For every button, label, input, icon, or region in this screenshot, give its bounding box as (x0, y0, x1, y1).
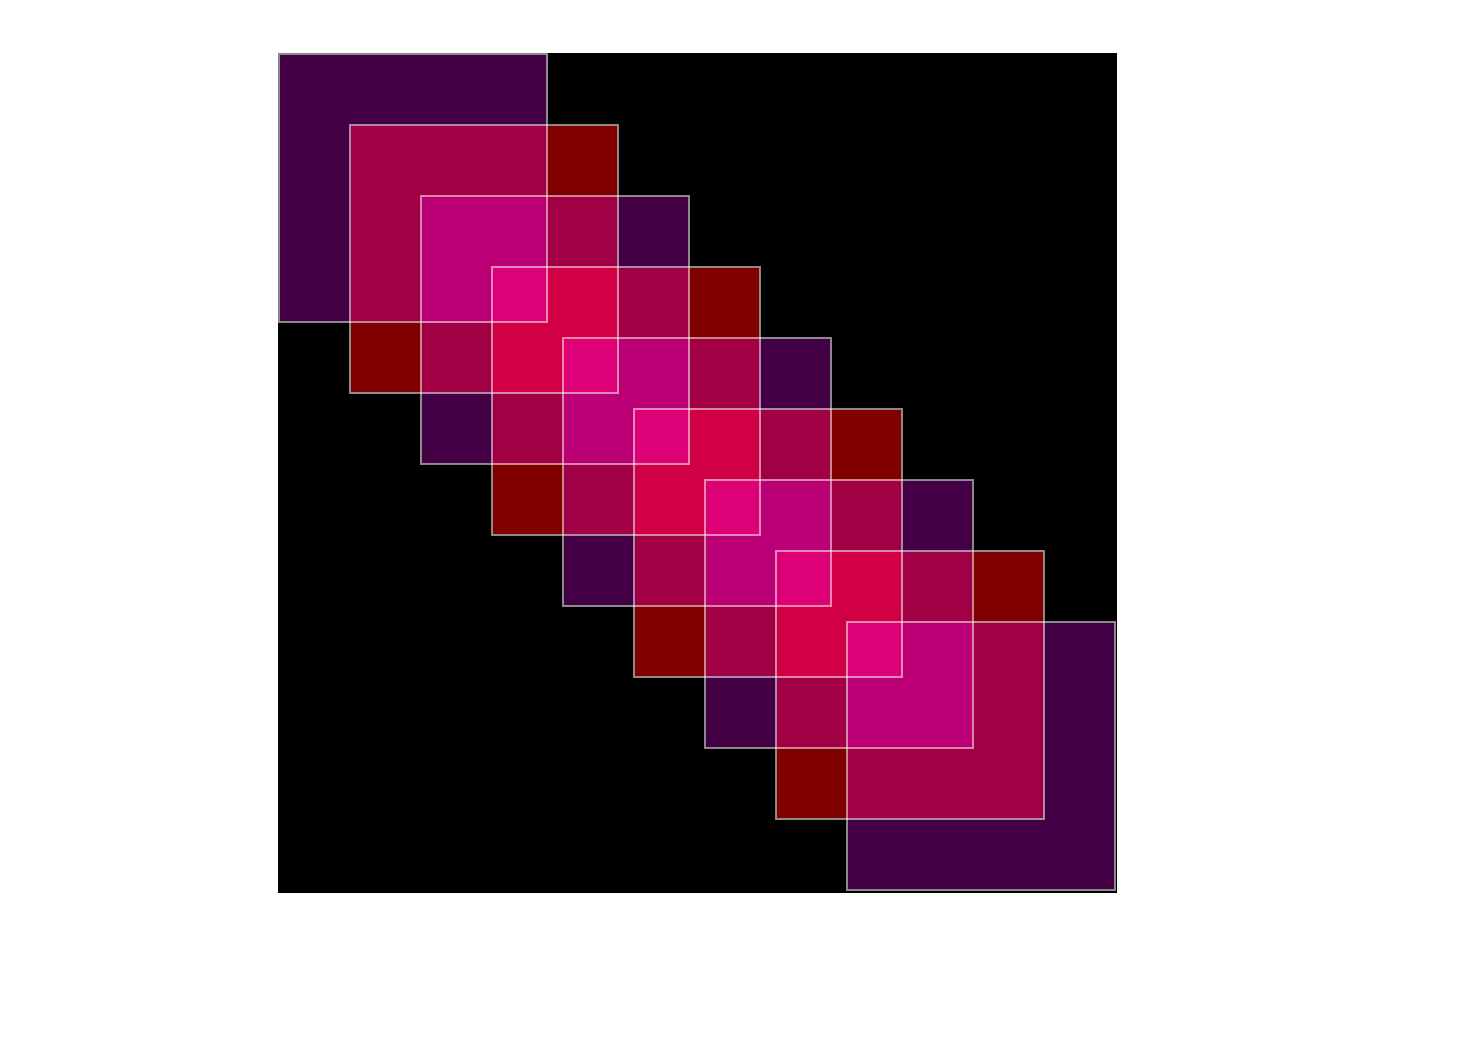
artwork-canvas (278, 53, 1117, 893)
square-stack (278, 53, 1116, 891)
overlay-square (846, 621, 1116, 891)
artwork-svg (278, 53, 1117, 893)
